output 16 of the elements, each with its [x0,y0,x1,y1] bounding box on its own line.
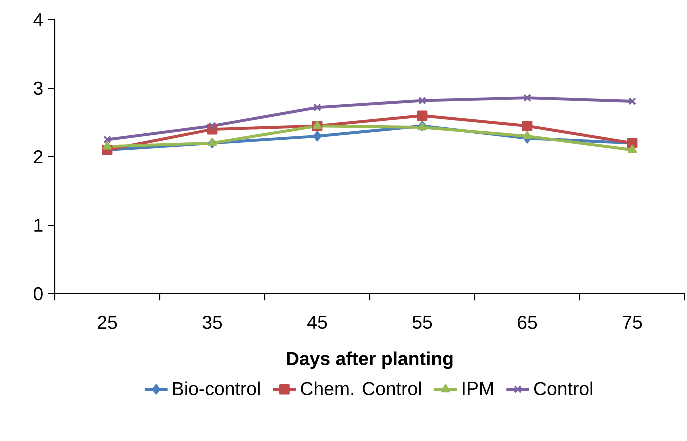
x-tick-label: 35 [202,316,222,330]
legend-label: Bio-control [174,382,260,396]
legend-label: IPM [463,382,493,395]
x-tick-label: 65 [518,316,538,330]
y-tick-label: 0 [34,287,43,301]
x-tick-label: 25 [98,316,118,330]
y-tick-label: 4 [34,14,44,26]
y-tick-label: 2 [34,150,43,164]
y-tick-label: 1 [34,219,43,232]
legend-label: Control [534,382,592,396]
legend-label: Chem. Control [301,382,422,396]
x-tick-label: 55 [412,316,432,330]
y-tick-label: 3 [34,82,43,96]
x-tick-label: 75 [623,316,642,330]
x-axis-title: Days after planting [287,352,453,370]
x-tick-label: 45 [308,316,328,330]
